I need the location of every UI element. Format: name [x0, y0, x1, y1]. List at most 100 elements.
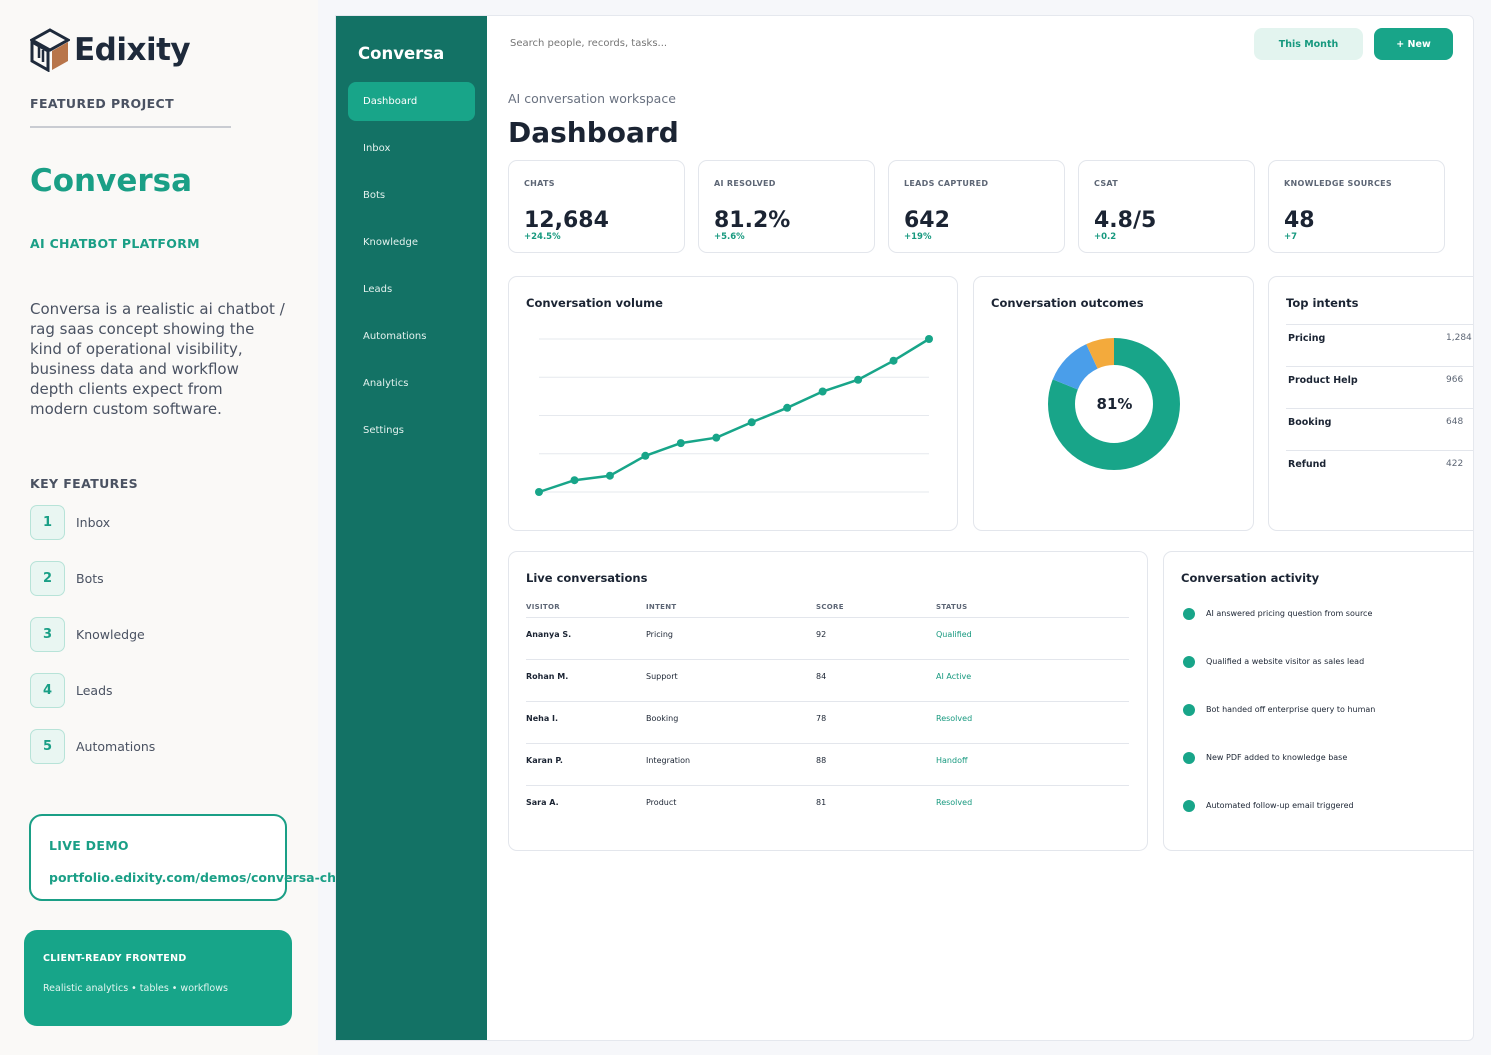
top-intents-card: Top intents Pricing 1,284 Product Help 9… [1268, 276, 1473, 531]
column-header-score[interactable]: SCORE [816, 603, 844, 611]
card-title: Conversation volume [526, 296, 663, 310]
card-title: Conversation activity [1181, 571, 1320, 585]
sidebar-item-settings[interactable]: Settings [363, 425, 405, 436]
kpi-label: LEADS CAPTURED [904, 179, 989, 188]
data-point [889, 356, 898, 365]
table-divider [526, 785, 1129, 786]
line-chart [535, 335, 933, 496]
data-point [676, 439, 685, 448]
intent-cell: Product [646, 798, 677, 807]
sidebar-nav: Dashboard Inbox Bots Knowledge Leads Aut… [348, 82, 475, 458]
donut-chart [1048, 338, 1180, 470]
column-header-visitor[interactable]: VISITOR [526, 603, 560, 611]
intent-count: 1,284 [1446, 333, 1472, 343]
kpi-value: 4.8/5 [1094, 208, 1157, 233]
data-point [570, 476, 579, 485]
featured-project-panel: Edixity FEATURED PROJECT Conversa AI CHA… [0, 0, 374, 1055]
sidebar-item-leads[interactable]: Leads [363, 284, 393, 295]
score-cell: 92 [816, 630, 827, 639]
visitor-name: Sara A. [526, 798, 559, 807]
kpi-label: KNOWLEDGE SOURCES [1284, 179, 1392, 188]
intent-cell: Integration [646, 756, 691, 765]
client-ready-card: CLIENT-READY FRONTEND Realistic analytic… [24, 930, 292, 1026]
kpi-value: 48 [1284, 208, 1315, 233]
activity-item: AI answered pricing question from source [1206, 609, 1373, 618]
data-point [605, 471, 614, 480]
score-cell: 84 [816, 672, 827, 681]
sidebar-item-bots[interactable]: Bots [363, 190, 386, 201]
column-header-intent[interactable]: INTENT [646, 603, 677, 611]
feature-label: Leads [76, 683, 113, 698]
data-point [641, 451, 650, 460]
table-divider [526, 701, 1129, 702]
feature-item: 3 Knowledge [30, 617, 155, 652]
feature-number: 4 [30, 673, 65, 708]
client-ready-title: CLIENT-READY FRONTEND [43, 953, 187, 964]
intent-count: 966 [1446, 375, 1464, 385]
feature-label: Inbox [76, 515, 111, 530]
feature-label: Bots [76, 571, 104, 586]
intent-row: Pricing 1,284 [1286, 324, 1473, 366]
cube-logo-icon [30, 28, 70, 72]
kpi-value: 642 [904, 208, 950, 233]
activity-item: Bot handed off enterprise query to human [1206, 705, 1376, 714]
kpi-card-knowledge-sources: KNOWLEDGE SOURCES 48 +7 [1268, 160, 1445, 253]
top-bar: This Month + New [487, 16, 1473, 73]
score-cell: 78 [816, 714, 827, 723]
kpi-card-chats: CHATS 12,684 +24.5% [508, 160, 685, 253]
this-month-button[interactable]: This Month [1254, 28, 1363, 60]
activity-item: Automated follow-up email triggered [1206, 801, 1354, 810]
data-point [925, 335, 933, 343]
donut-center-label: 81% [1096, 395, 1133, 413]
sidebar-item-automations[interactable]: Automations [363, 331, 427, 342]
table-divider [526, 743, 1129, 744]
kpi-delta: +7 [1284, 232, 1298, 242]
intent-row: Refund 422 [1286, 450, 1473, 492]
featured-label: FEATURED PROJECT [30, 96, 175, 111]
intent-count: 422 [1446, 459, 1464, 469]
brand-logo[interactable]: Edixity [30, 28, 191, 72]
data-point [854, 375, 863, 384]
page-subtitle: AI conversation workspace [508, 91, 676, 106]
sidebar-item-inbox[interactable]: Inbox [363, 143, 391, 154]
intent-name: Product Help [1288, 375, 1358, 386]
kpi-delta: +5.6% [714, 232, 745, 242]
feature-number: 2 [30, 561, 65, 596]
visitor-name: Karan P. [526, 756, 563, 765]
sidebar-item-analytics[interactable]: Analytics [363, 378, 409, 389]
intent-count: 648 [1446, 417, 1464, 427]
table-divider [526, 659, 1129, 660]
column-header-status[interactable]: STATUS [936, 603, 968, 611]
kpi-card-csat: CSAT 4.8/5 +0.2 [1078, 160, 1255, 253]
sidebar-item-dashboard[interactable]: Dashboard [348, 82, 475, 121]
intent-cell: Pricing [646, 630, 673, 639]
search-input[interactable] [510, 38, 810, 49]
app-brand[interactable]: Conversa [358, 44, 445, 63]
new-button[interactable]: + New [1374, 28, 1453, 60]
status-badge: AI Active [936, 672, 972, 681]
score-cell: 81 [816, 798, 827, 807]
conversation-outcomes-card: Conversation outcomes 81% [973, 276, 1254, 531]
intent-name: Booking [1288, 417, 1332, 428]
kpi-label: CSAT [1094, 179, 1119, 188]
feature-number: 3 [30, 617, 65, 652]
sidebar-item-knowledge[interactable]: Knowledge [363, 237, 418, 248]
logo-text: Edixity [74, 32, 191, 68]
card-title: Live conversations [526, 571, 648, 585]
key-features-list: 1 Inbox 2 Bots 3 Knowledge 4 Leads 5 Aut… [30, 505, 155, 785]
app-window: Conversa Dashboard Inbox Bots Knowledge … [335, 15, 1474, 1041]
activity-dot-icon [1183, 608, 1195, 620]
data-point [747, 418, 756, 427]
kpi-card-leads-captured: LEADS CAPTURED 642 +19% [888, 160, 1065, 253]
card-title: Conversation outcomes [991, 296, 1144, 310]
kpi-value: 81.2% [714, 208, 791, 233]
live-demo-link[interactable]: portfolio.edixity.com/demos/conversa-cha… [49, 870, 374, 885]
feature-number: 1 [30, 505, 65, 540]
card-title: Top intents [1286, 296, 1359, 310]
kpi-card-ai-resolved: AI RESOLVED 81.2% +5.6% [698, 160, 875, 253]
project-name: Conversa [30, 163, 193, 199]
feature-item: 5 Automations [30, 729, 155, 764]
status-badge: Resolved [936, 714, 973, 723]
status-badge: Handoff [936, 756, 968, 765]
data-point [818, 387, 827, 396]
